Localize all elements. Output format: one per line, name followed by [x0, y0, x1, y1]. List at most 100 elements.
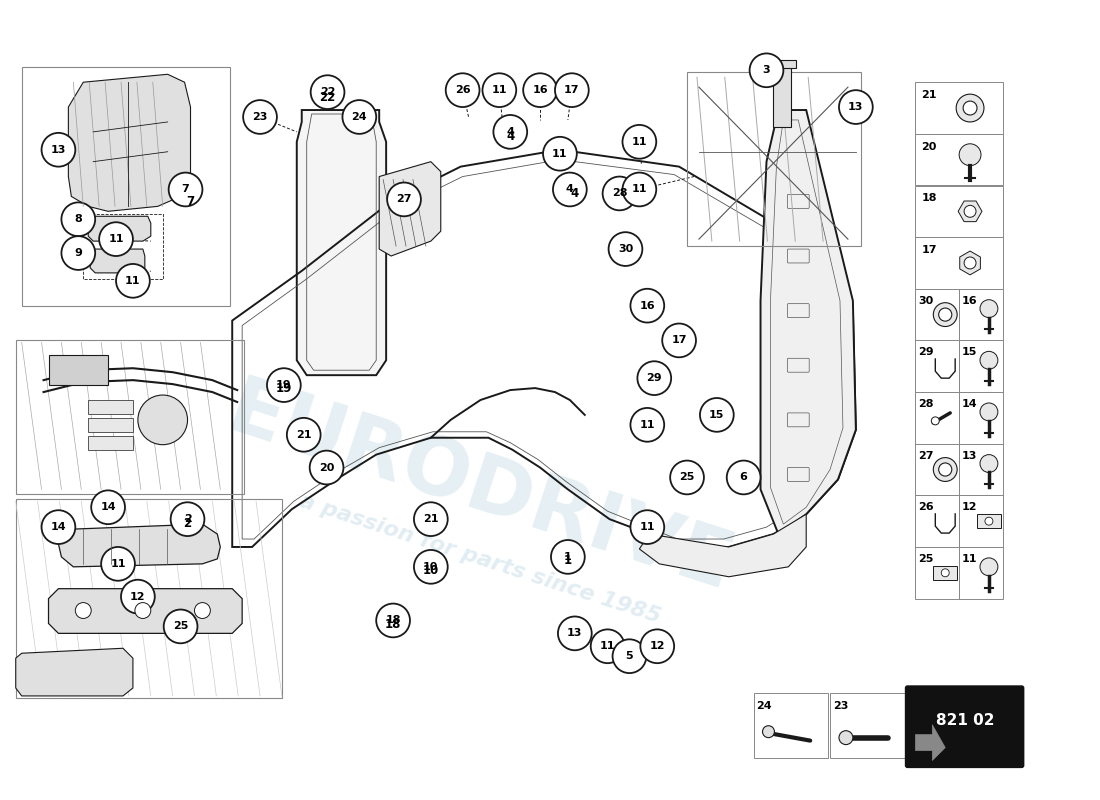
- Circle shape: [942, 569, 949, 577]
- Bar: [915, 289, 959, 341]
- Text: 25: 25: [680, 473, 695, 482]
- Text: 23: 23: [252, 112, 267, 122]
- Text: 16: 16: [532, 85, 548, 95]
- Text: 14: 14: [100, 502, 116, 512]
- Circle shape: [637, 362, 671, 395]
- Polygon shape: [958, 201, 982, 222]
- Text: 25: 25: [173, 622, 188, 631]
- Text: 18: 18: [385, 615, 400, 626]
- Text: 1: 1: [564, 552, 572, 562]
- Text: 6: 6: [739, 473, 748, 482]
- Bar: [915, 392, 959, 444]
- Circle shape: [727, 461, 760, 494]
- Text: 30: 30: [918, 296, 934, 306]
- Text: 13: 13: [51, 145, 66, 154]
- Text: 11: 11: [639, 522, 656, 532]
- Text: 7: 7: [187, 195, 195, 208]
- Text: 1: 1: [564, 554, 572, 567]
- Polygon shape: [297, 110, 386, 375]
- Text: 14: 14: [962, 399, 978, 409]
- Text: 17: 17: [671, 335, 686, 346]
- Bar: [88, 400, 133, 414]
- Text: 22: 22: [320, 87, 336, 97]
- Circle shape: [551, 540, 585, 574]
- Circle shape: [99, 222, 133, 256]
- Text: 20: 20: [319, 462, 334, 473]
- Text: 29: 29: [647, 373, 662, 383]
- Polygon shape: [48, 589, 242, 634]
- Polygon shape: [915, 725, 945, 761]
- Circle shape: [839, 730, 853, 745]
- Text: 11: 11: [492, 85, 507, 95]
- Circle shape: [938, 308, 952, 321]
- Text: 11: 11: [125, 276, 141, 286]
- Circle shape: [524, 74, 557, 107]
- Circle shape: [553, 173, 586, 206]
- Text: 21: 21: [424, 514, 439, 524]
- Circle shape: [91, 490, 125, 524]
- Text: 4: 4: [506, 127, 514, 137]
- Text: 10: 10: [424, 562, 439, 572]
- Text: a passion for parts since 1985: a passion for parts since 1985: [297, 491, 663, 627]
- Text: 10: 10: [422, 564, 439, 578]
- Text: 11: 11: [110, 559, 125, 569]
- Circle shape: [839, 90, 872, 124]
- Circle shape: [42, 133, 75, 166]
- Circle shape: [138, 395, 187, 445]
- Circle shape: [42, 510, 75, 544]
- Bar: [88, 418, 133, 432]
- Circle shape: [558, 617, 592, 650]
- Circle shape: [670, 461, 704, 494]
- Text: EURODRIVE: EURODRIVE: [218, 371, 742, 608]
- Circle shape: [984, 517, 993, 525]
- Bar: [15, 341, 244, 494]
- Circle shape: [959, 144, 981, 166]
- Bar: [915, 547, 959, 598]
- Bar: [84, 214, 163, 279]
- Circle shape: [483, 74, 516, 107]
- Text: 11: 11: [962, 554, 978, 564]
- Bar: [773, 62, 791, 127]
- Circle shape: [494, 115, 527, 149]
- Circle shape: [623, 173, 657, 206]
- Text: 3: 3: [762, 66, 770, 75]
- Circle shape: [195, 602, 210, 618]
- Bar: [88, 436, 133, 450]
- Bar: [959, 495, 1003, 547]
- Text: 25: 25: [918, 554, 934, 564]
- Circle shape: [387, 182, 421, 216]
- Circle shape: [964, 206, 976, 218]
- Text: 22: 22: [319, 90, 336, 104]
- Circle shape: [543, 137, 576, 170]
- Polygon shape: [760, 110, 856, 534]
- Bar: [688, 72, 861, 246]
- Text: 12: 12: [130, 592, 145, 602]
- Text: 12: 12: [962, 502, 978, 512]
- Text: 13: 13: [848, 102, 864, 112]
- Text: 15: 15: [962, 347, 978, 358]
- Text: 30: 30: [618, 244, 634, 254]
- Polygon shape: [959, 251, 980, 275]
- Polygon shape: [639, 514, 806, 577]
- Bar: [48, 355, 108, 385]
- Text: 18: 18: [922, 194, 937, 203]
- Circle shape: [267, 368, 300, 402]
- Text: 19: 19: [276, 382, 292, 394]
- Polygon shape: [90, 249, 145, 273]
- Polygon shape: [379, 162, 441, 256]
- Circle shape: [101, 547, 135, 581]
- Text: 7: 7: [182, 185, 189, 194]
- Bar: [933, 566, 957, 580]
- Text: 14: 14: [51, 522, 66, 532]
- Circle shape: [630, 289, 664, 322]
- Bar: [915, 82, 1003, 134]
- Circle shape: [964, 101, 977, 115]
- Bar: [915, 444, 959, 495]
- Circle shape: [310, 75, 344, 109]
- Text: 28: 28: [612, 189, 627, 198]
- Polygon shape: [15, 648, 133, 696]
- Bar: [915, 341, 959, 392]
- Circle shape: [608, 232, 642, 266]
- Text: 9: 9: [75, 248, 82, 258]
- Circle shape: [964, 257, 976, 269]
